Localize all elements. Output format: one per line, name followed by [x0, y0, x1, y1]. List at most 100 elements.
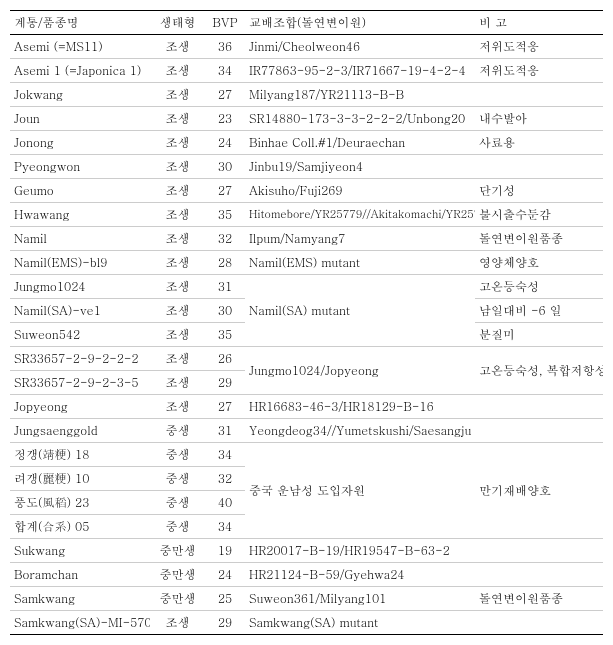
cell-remark: 고온등숙성, 복합저항성: [475, 347, 603, 395]
table-body: Asemi (=MS11)조생36Jinmi/Cheolweon46저위도적응A…: [10, 35, 603, 635]
cell-ecotype: 조생: [150, 35, 205, 59]
cell-ecotype: 조생: [150, 611, 205, 635]
header-name: 계통/품종명: [10, 11, 150, 35]
cell-bvp: 24: [205, 563, 245, 587]
cell-name: 려갱(麗粳) 10: [10, 467, 150, 491]
table-row: Joun조생23SR14880-173-3-3-2-2-2/Unbong20내수…: [10, 107, 603, 131]
cell-bvp: 27: [205, 395, 245, 419]
cell-name: Jokwang: [10, 83, 150, 107]
table-row: Asemi 1 (=Japonica 1)조생34IR77863-95-2-3/…: [10, 59, 603, 83]
cell-bvp: 29: [205, 611, 245, 635]
cell-name: 정갱(靖粳) 18: [10, 443, 150, 467]
table-row: Asemi (=MS11)조생36Jinmi/Cheolweon46저위도적응: [10, 35, 603, 59]
cell-remark: 저위도적응: [475, 35, 603, 59]
cell-cross: HR16683-46-3/HR18129-B-16: [245, 395, 475, 419]
cell-name: Jonong: [10, 131, 150, 155]
cell-ecotype: 중생: [150, 467, 205, 491]
cell-name: Asemi 1 (=Japonica 1): [10, 59, 150, 83]
cell-remark: 돌연변이원품종: [475, 227, 603, 251]
cell-cross: Jinmi/Cheolweon46: [245, 35, 475, 59]
cell-bvp: 32: [205, 467, 245, 491]
cell-ecotype: 중생: [150, 491, 205, 515]
header-remark: 비 고: [475, 11, 603, 35]
cell-name: Samkwang: [10, 587, 150, 611]
cell-bvp: 36: [205, 35, 245, 59]
cell-ecotype: 조생: [150, 251, 205, 275]
cell-remark: 불시출수둔감: [475, 203, 603, 227]
cell-name: Namil(SA)-ve1: [10, 299, 150, 323]
table-row: Geumo조생27Akisuho/Fuji269단기성: [10, 179, 603, 203]
cell-name: Joun: [10, 107, 150, 131]
cell-name: SR33657-2-9-2-3-5: [10, 371, 150, 395]
cell-bvp: 31: [205, 275, 245, 299]
cell-ecotype: 조생: [150, 203, 205, 227]
cell-name: Asemi (=MS11): [10, 35, 150, 59]
header-cross: 교배조합(돌연변이원): [245, 11, 475, 35]
header-bvp: BVP: [205, 11, 245, 35]
cell-name: Namil(EMS)-bl9: [10, 251, 150, 275]
cell-ecotype: 조생: [150, 155, 205, 179]
table-row: Samkwang(SA)-MI-5704-1-조생29Samkwang(SA) …: [10, 611, 603, 635]
variety-table: 계통/품종명 생태형 BVP 교배조합(돌연변이원) 비 고 Asemi (=M…: [10, 10, 603, 635]
cell-ecotype: 조생: [150, 59, 205, 83]
cell-remark: [475, 419, 603, 443]
table-row: Jonong조생24Binhae Coll.#1/Deuraechan사료용: [10, 131, 603, 155]
cell-bvp: 29: [205, 371, 245, 395]
cell-remark: [475, 395, 603, 419]
cell-remark: 고온등숙성: [475, 275, 603, 299]
cell-ecotype: 중만생: [150, 587, 205, 611]
cell-cross: Binhae Coll.#1/Deuraechan: [245, 131, 475, 155]
cell-cross: HR21124-B-59/Gyehwa24: [245, 563, 475, 587]
cell-bvp: 27: [205, 179, 245, 203]
table-row: Jungmo1024조생31Namil(SA) mutant고온등숙성: [10, 275, 603, 299]
cell-bvp: 30: [205, 299, 245, 323]
cell-cross: Namil(EMS) mutant: [245, 251, 475, 275]
cell-name: Jungsaenggold: [10, 419, 150, 443]
cell-cross: Hitomebore/YR25779//Akitakomachi/YR25779: [245, 203, 475, 227]
cell-bvp: 27: [205, 83, 245, 107]
cell-name: Geumo: [10, 179, 150, 203]
table-row: Jopyeong조생27HR16683-46-3/HR18129-B-16: [10, 395, 603, 419]
table-row: 정갱(靖粳) 18중생34중국 운남성 도입자원만기재배양호: [10, 443, 603, 467]
cell-bvp: 24: [205, 131, 245, 155]
cell-bvp: 34: [205, 59, 245, 83]
cell-cross: SR14880-173-3-3-2-2-2/Unbong20: [245, 107, 475, 131]
cell-ecotype: 조생: [150, 179, 205, 203]
cell-remark: [475, 563, 603, 587]
cell-name: Hwawang: [10, 203, 150, 227]
cell-name: Sukwang: [10, 539, 150, 563]
cell-bvp: 23: [205, 107, 245, 131]
cell-ecotype: 조생: [150, 107, 205, 131]
table-row: Pyeongwon조생30Jinbu19/Samjiyeon4: [10, 155, 603, 179]
table-row: Hwawang조생35Hitomebore/YR25779//Akitakoma…: [10, 203, 603, 227]
cell-bvp: 19: [205, 539, 245, 563]
cell-name: Boramchan: [10, 563, 150, 587]
cell-bvp: 28: [205, 251, 245, 275]
table-row: SR33657-2-9-2-2-2조생26Jungmo1024/Jopyeong…: [10, 347, 603, 371]
table-row: Namil(EMS)-bl9조생28Namil(EMS) mutant영양체양호: [10, 251, 603, 275]
cell-bvp: 34: [205, 443, 245, 467]
cell-bvp: 34: [205, 515, 245, 539]
cell-ecotype: 조생: [150, 227, 205, 251]
cell-remark: 분질미: [475, 323, 603, 347]
cell-remark: [475, 611, 603, 635]
cell-name: SR33657-2-9-2-2-2: [10, 347, 150, 371]
table-row: Samkwang중만생25Suweon361/Milyang101돌연변이원품종: [10, 587, 603, 611]
cell-cross: Samkwang(SA) mutant: [245, 611, 475, 635]
cell-name: Samkwang(SA)-MI-5704-1-: [10, 611, 150, 635]
cell-ecotype: 중생: [150, 419, 205, 443]
cell-bvp: 30: [205, 155, 245, 179]
cell-remark: [475, 83, 603, 107]
table-row: Namil조생32Ilpum/Namyang7돌연변이원품종: [10, 227, 603, 251]
cell-bvp: 32: [205, 227, 245, 251]
cell-ecotype: 조생: [150, 275, 205, 299]
cell-cross: HR20017-B-19/HR19547-B-63-2: [245, 539, 475, 563]
cell-ecotype: 조생: [150, 299, 205, 323]
cell-name: 풍도(風稻) 23: [10, 491, 150, 515]
cell-bvp: 31: [205, 419, 245, 443]
cell-cross: IR77863-95-2-3/IR71667-19-4-2-4: [245, 59, 475, 83]
cell-bvp: 35: [205, 203, 245, 227]
cell-remark: [475, 539, 603, 563]
cell-remark: 저위도적응: [475, 59, 603, 83]
cell-ecotype: 조생: [150, 323, 205, 347]
